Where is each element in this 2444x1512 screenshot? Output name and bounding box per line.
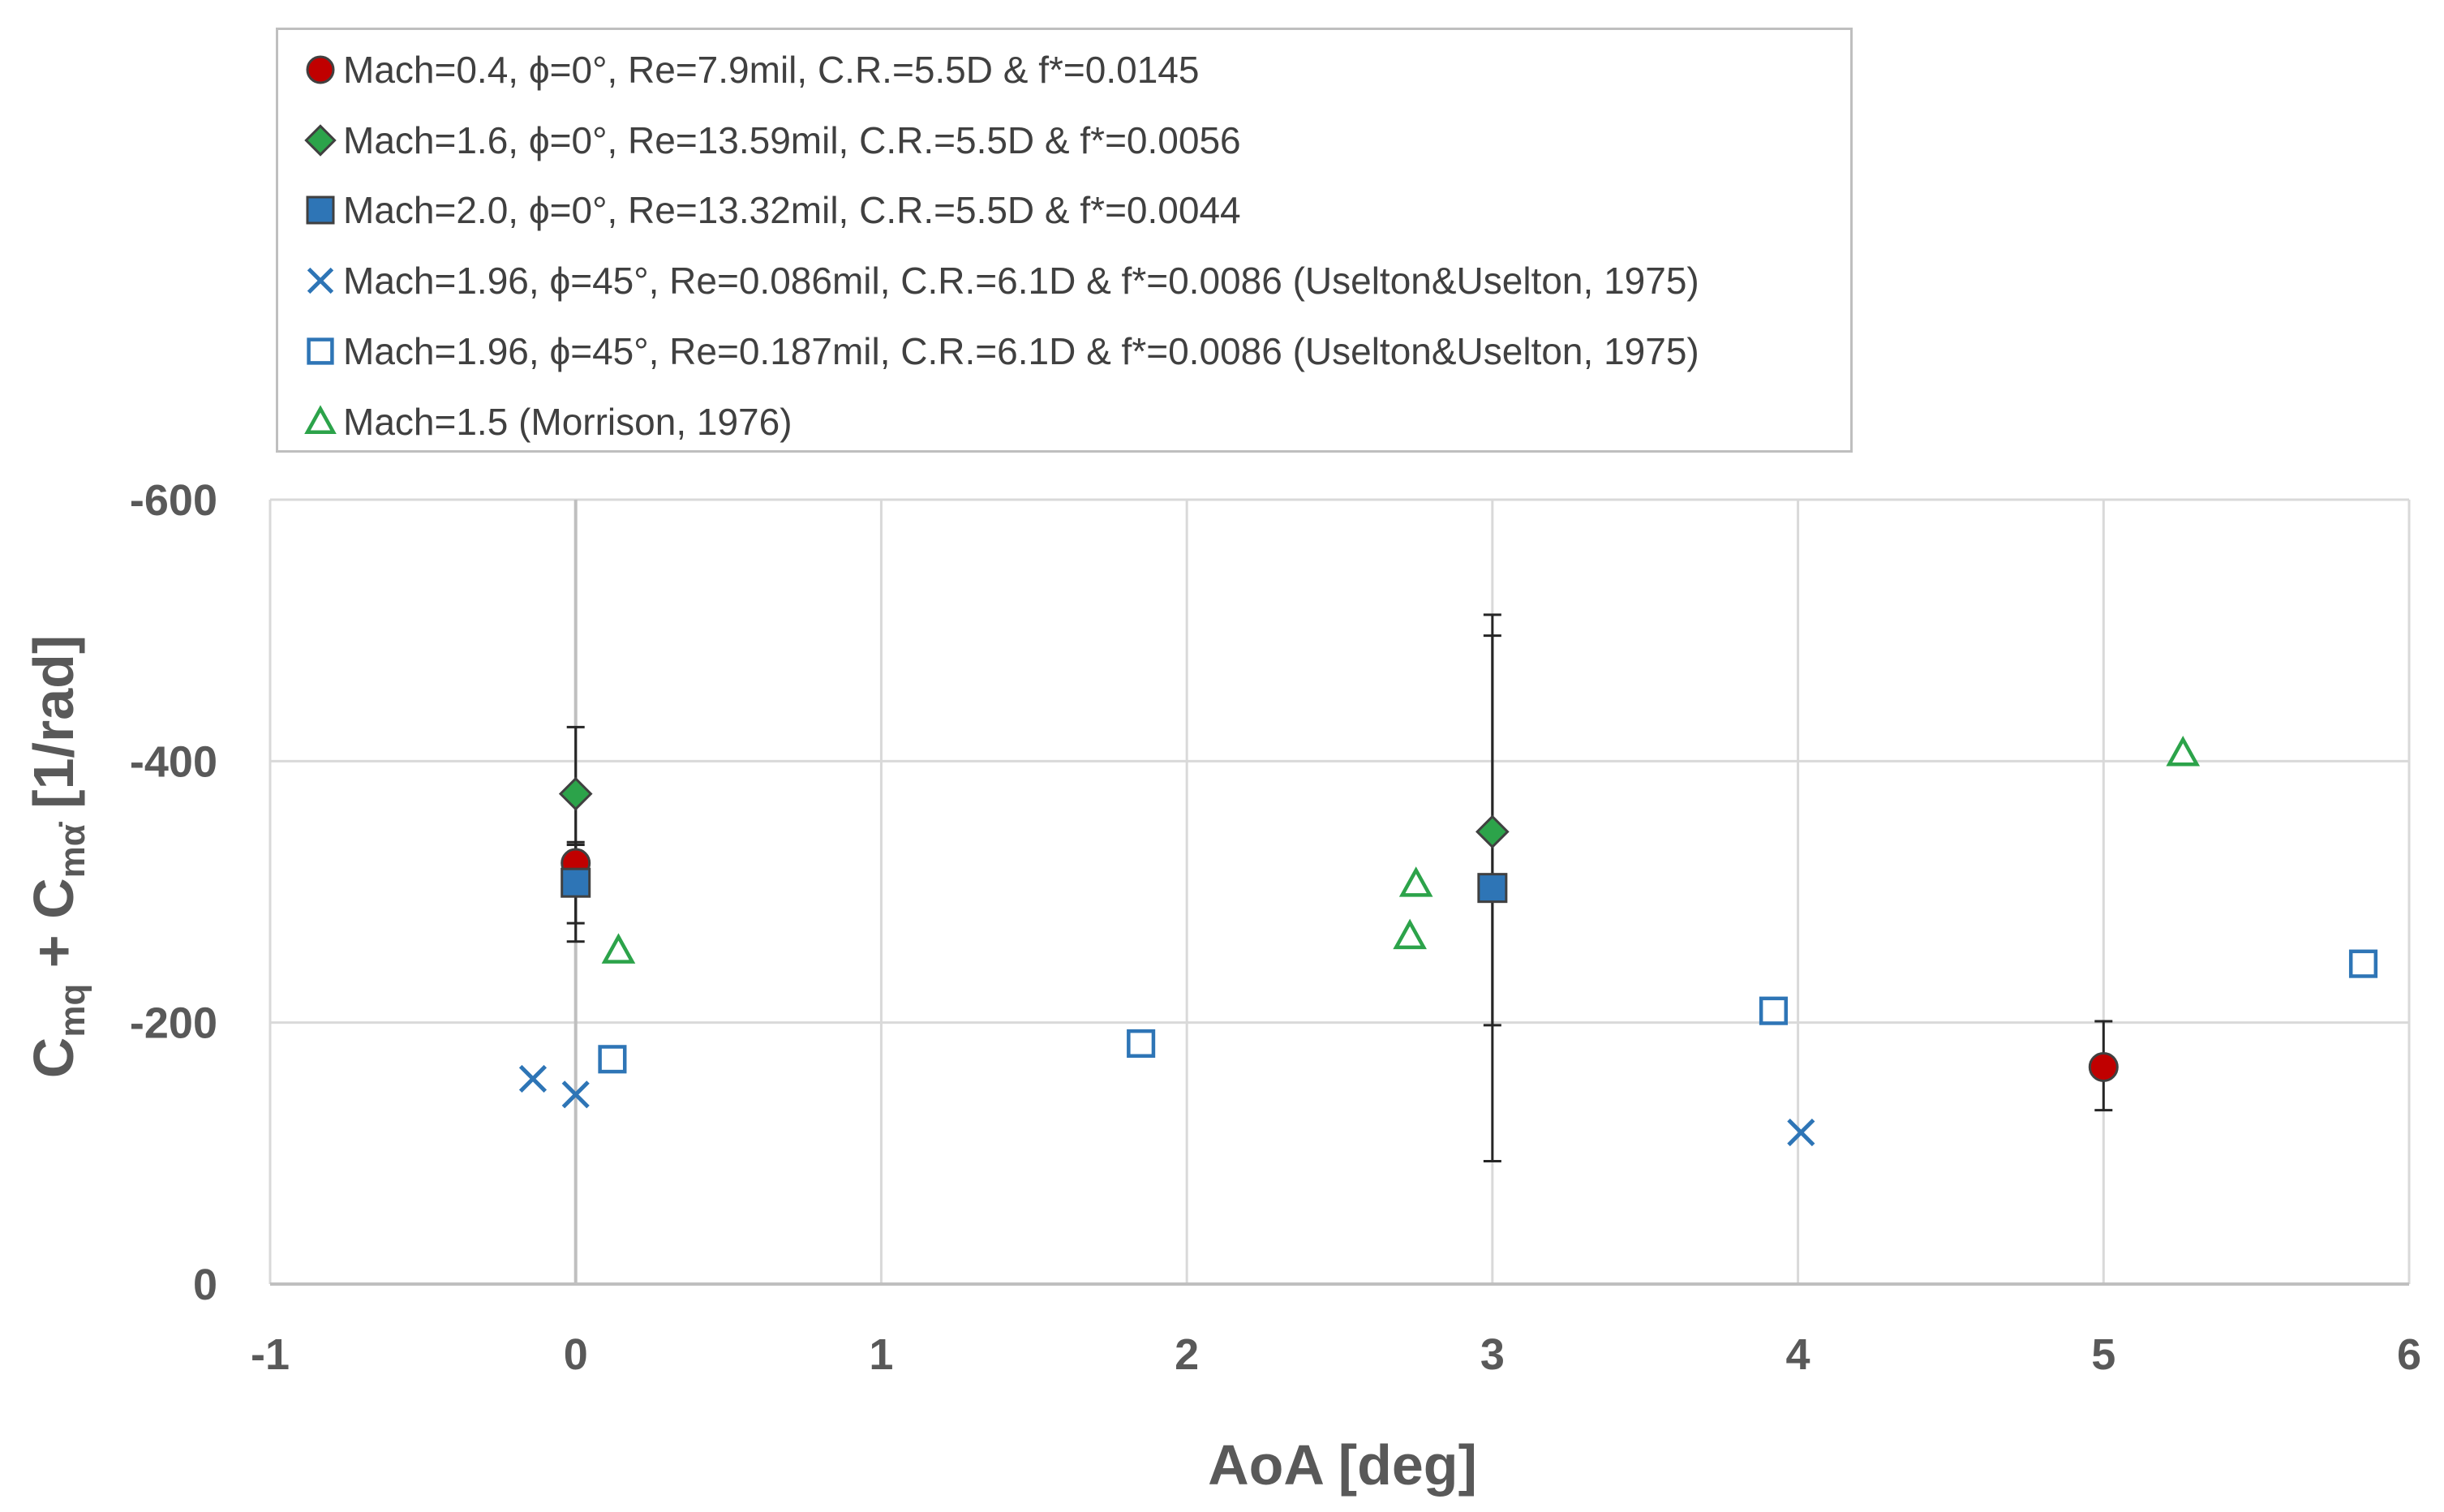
- legend-marker-icon: [306, 195, 335, 225]
- legend-marker: [304, 404, 337, 434]
- x-tick-label: 2: [1175, 1330, 1199, 1379]
- legend-item: Mach=1.96, ϕ=45°, Re=0.086mil, C.R.=6.1D…: [303, 252, 1699, 309]
- data-point-series-5: [598, 1045, 627, 1074]
- legend-label: Mach=1.96, ϕ=45°, Re=0.086mil, C.R.=6.1D…: [343, 260, 1699, 303]
- x-tick-label: -1: [251, 1330, 290, 1379]
- data-point-series-6: [2166, 736, 2201, 767]
- data-point-series-3: [1477, 873, 1508, 904]
- y-axis-title-part: C: [22, 1037, 85, 1079]
- legend: Mach=0.4, ϕ=0°, Re=7.9mil, C.R.=5.5D & f…: [276, 28, 1853, 453]
- data-point-series-4: [518, 1064, 548, 1093]
- y-axis-title: Cmq + Cmα̇ [1/rad]: [22, 635, 92, 1078]
- legend-item: Mach=2.0, ϕ=0°, Re=13.32mil, C.R.=5.5D &…: [303, 182, 1241, 238]
- legend-marker-icon: [307, 267, 334, 294]
- x-tick-label: 1: [869, 1330, 893, 1379]
- y-axis-title-part: [1/rad]: [22, 635, 85, 824]
- x-tick-label: 5: [2091, 1330, 2115, 1379]
- data-markers: [518, 736, 2378, 1147]
- x-tick-label: 3: [1480, 1330, 1505, 1379]
- data-point-series-3: [561, 867, 591, 898]
- y-tick-label: 0: [193, 1261, 217, 1309]
- legend-label: Mach=0.4, ϕ=0°, Re=7.9mil, C.R.=5.5D & f…: [343, 49, 1200, 91]
- legend-item: Mach=1.6, ϕ=0°, Re=13.59mil, C.R.=5.5D &…: [303, 112, 1241, 169]
- data-point-series-2: [1475, 814, 1510, 849]
- data-point-series-5: [1759, 996, 1788, 1025]
- x-tick-label: 0: [564, 1330, 588, 1379]
- legend-marker: [306, 195, 335, 225]
- legend-label: Mach=1.96, ϕ=45°, Re=0.187mil, C.R.=6.1D…: [343, 329, 1699, 372]
- data-point-series-1: [2088, 1051, 2119, 1082]
- legend-item: Mach=1.5 (Morrison, 1976): [303, 393, 792, 450]
- legend-item: Mach=0.4, ϕ=0°, Re=7.9mil, C.R.=5.5D & f…: [303, 41, 1199, 98]
- legend-label: Mach=1.6, ϕ=0°, Re=13.59mil, C.R.=5.5D &…: [343, 118, 1241, 161]
- tick-labels: -1 0 1 2 3 4 5 6 0 -200 -400 -600: [130, 476, 2421, 1379]
- data-point-series-4: [561, 1080, 590, 1109]
- legend-marker: [306, 55, 335, 84]
- legend-marker-icon: [304, 123, 337, 157]
- data-point-series-5: [2348, 949, 2378, 978]
- legend-marker-icon: [306, 55, 335, 84]
- legend-label: Mach=1.5 (Morrison, 1976): [343, 400, 792, 443]
- y-axis-title-part: + C: [22, 878, 85, 983]
- data-point-series-2: [558, 776, 593, 811]
- data-point-series-6: [1398, 866, 1433, 897]
- grid: [268, 498, 2411, 1284]
- x-tick-label: 6: [2397, 1330, 2421, 1379]
- y-tick-label: -600: [130, 476, 217, 525]
- data-point-series-4: [1787, 1118, 1815, 1147]
- y-axis-title-part: mα̇: [53, 821, 92, 878]
- legend-marker-icon: [304, 404, 337, 434]
- y-tick-label: -200: [130, 999, 217, 1048]
- legend-marker: [304, 123, 337, 157]
- legend-marker: [307, 337, 334, 365]
- x-tick-label: 4: [1786, 1330, 1810, 1379]
- data-point-series-6: [601, 933, 636, 964]
- legend-marker-icon: [307, 337, 334, 365]
- x-axis-title: AoA [deg]: [1208, 1433, 1477, 1497]
- y-tick-label: -400: [130, 737, 217, 786]
- data-point-series-5: [1127, 1029, 1156, 1059]
- data-point-series-6: [1393, 918, 1427, 950]
- legend-item: Mach=1.96, ϕ=45°, Re=0.187mil, C.R.=6.1D…: [303, 323, 1699, 380]
- legend-label: Mach=2.0, ϕ=0°, Re=13.32mil, C.R.=5.5D &…: [343, 189, 1241, 232]
- y-axis-title-part: mq: [53, 984, 92, 1037]
- legend-marker: [307, 267, 334, 294]
